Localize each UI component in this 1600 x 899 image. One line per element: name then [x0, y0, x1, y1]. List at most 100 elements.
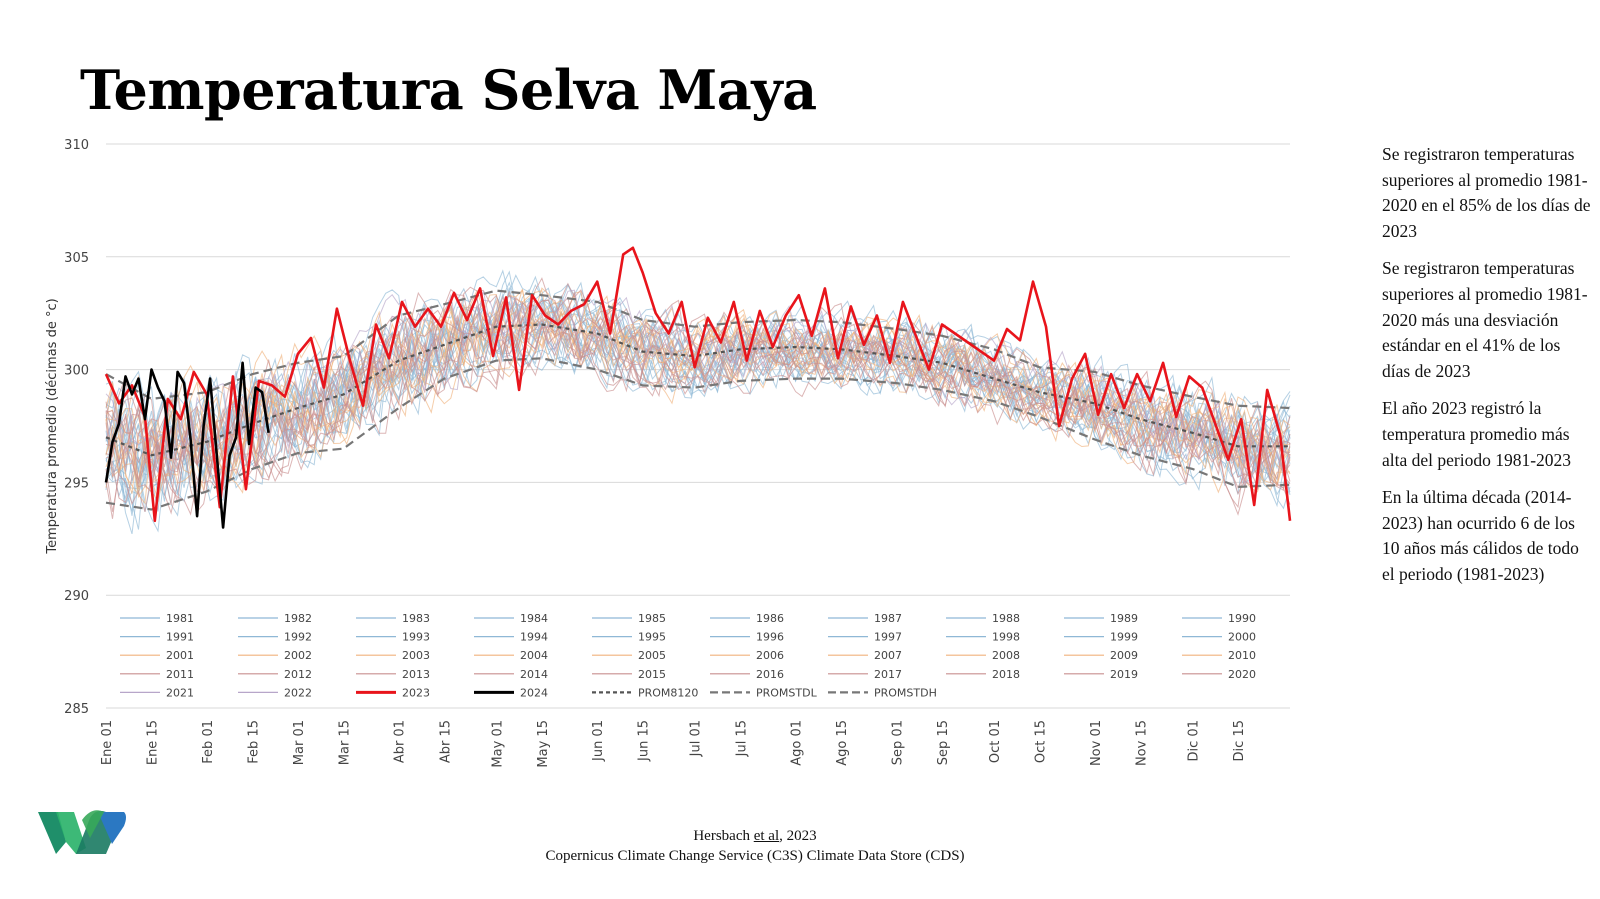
legend-label: 1986: [756, 612, 784, 625]
y-tick-labels: 285 290 295 300 305 310: [64, 138, 89, 717]
source-author: Hersbach: [693, 828, 750, 844]
legend-label: 2020: [1228, 668, 1256, 681]
x-tick-label: Dic 15: [1232, 720, 1247, 761]
legend-label: 1981: [166, 612, 194, 625]
source-line-2: Copernicus Climate Change Service (C3S) …: [545, 848, 965, 864]
legend-label: 1992: [284, 631, 312, 644]
x-tick-label: Ago 01: [790, 720, 805, 766]
legend-label: 2004: [520, 649, 548, 662]
legend-label: 2021: [166, 686, 194, 699]
x-tick-label: Ene 15: [146, 720, 161, 765]
x-tick-label: Ene 01: [100, 720, 115, 765]
year-line-2016: [105, 296, 1291, 495]
source-etal: et al: [753, 828, 780, 844]
x-tick-labels: Ene 01 Ene 15 Feb 01 Feb 15 Mar 01 Mar 15 Abr …: [100, 720, 1247, 768]
temperature-chart: 285 290 295 300 305 310 Ene 01 Ene 15 Feb 01 Feb…: [45, 138, 1292, 768]
x-tick-label: Dic 01: [1186, 720, 1201, 761]
year-line-2003: [105, 316, 1291, 501]
series-line-promstdh: [105, 289, 1291, 410]
legend-label: 1994: [520, 631, 548, 644]
legend-label: 2013: [402, 668, 430, 681]
year-line-2020: [105, 314, 1291, 516]
legend-label: 2005: [638, 649, 666, 662]
y-tick-label: 295: [64, 476, 89, 491]
x-tick-label: Nov 01: [1089, 720, 1104, 766]
y-tick-label: 300: [64, 364, 89, 379]
legend-label: 1990: [1228, 612, 1256, 625]
notes-panel: Se registraron temperaturas superiores a…: [1382, 142, 1592, 600]
series-line-2024: [104, 361, 270, 529]
y-tick-label: 285: [64, 702, 89, 717]
legend-label: 2003: [402, 649, 430, 662]
note-3: El año 2023 registró la temperatura prom…: [1382, 398, 1572, 470]
year-line-1998: [105, 287, 1291, 484]
y-tick-label: 310: [64, 138, 89, 153]
legend-label: 1987: [874, 612, 902, 625]
legend-label: 2019: [1110, 668, 1138, 681]
page-title: Temperatura Selva Maya: [80, 58, 817, 122]
y-tick-label: 290: [64, 589, 89, 604]
x-tick-label: Feb 01: [201, 720, 216, 764]
legend-label: 1993: [402, 631, 430, 644]
x-tick-label: Oct 01: [988, 720, 1003, 763]
legend-label: 1995: [638, 631, 666, 644]
note-1: Se registraron temperaturas superiores a…: [1382, 144, 1591, 241]
y-axis-label: Temperatura promedio (décimas de °c): [45, 298, 60, 554]
series-line-promstdl: [105, 357, 1291, 511]
legend-label: 2014: [520, 668, 548, 681]
year-line-2019: [105, 312, 1291, 519]
x-tick-label: Sep 15: [936, 720, 951, 765]
x-tick-label: Feb 15: [246, 720, 261, 764]
legend-label: 2017: [874, 668, 902, 681]
year-line-1996: [105, 281, 1291, 488]
chart-legend: 1981 1982 1983 1984 1985 1986 1987 1988 1989 1990…: [120, 612, 1256, 699]
legend-label: 2010: [1228, 649, 1256, 662]
source-year: , 2023: [779, 828, 817, 844]
x-tick-label: Abr 15: [438, 720, 453, 763]
legend-label: 2016: [756, 668, 784, 681]
chart-series: [104, 246, 1292, 529]
x-tick-label: Mar 15: [337, 720, 352, 765]
legend-label: 1988: [992, 612, 1020, 625]
note-4: En la última década (2014-2023) han ocur…: [1382, 487, 1579, 584]
x-tick-label: Jun 01: [591, 720, 606, 762]
legend-label: 1997: [874, 631, 902, 644]
x-tick-label: Abr 01: [393, 720, 408, 763]
legend-label: 1989: [1110, 612, 1138, 625]
x-tick-label: Nov 15: [1134, 720, 1149, 766]
legend-label: 2006: [756, 649, 784, 662]
legend-label: 2023: [402, 686, 430, 699]
legend-label: 1998: [992, 631, 1020, 644]
legend-label: 2001: [166, 649, 194, 662]
x-tick-label: Jul 01: [689, 720, 704, 757]
x-tick-label: Ago 15: [835, 720, 850, 766]
series-line-prom8120: [105, 323, 1290, 457]
legend-label: 2018: [992, 668, 1020, 681]
legend-label: 2000: [1228, 631, 1256, 644]
series-line-2023: [104, 246, 1292, 523]
historical-year-lines: [105, 269, 1291, 535]
y-tick-label: 305: [64, 251, 89, 266]
x-tick-label: Mar 01: [292, 720, 307, 765]
x-tick-label: May 15: [536, 720, 551, 768]
x-tick-label: Jul 15: [734, 720, 749, 757]
x-tick-label: May 01: [490, 720, 505, 768]
legend-label: PROMSTDL: [756, 686, 818, 699]
legend-label: 2012: [284, 668, 312, 681]
legend-label: 2002: [284, 649, 312, 662]
legend-label: 2011: [166, 668, 194, 681]
x-tick-label: Jun 15: [637, 720, 652, 762]
legend-label: PROM8120: [638, 686, 698, 699]
legend-label: 1984: [520, 612, 548, 625]
source-citation: Hersbach et al, 2023 Copernicus Climate …: [0, 826, 1510, 866]
year-line-2015: [105, 295, 1291, 484]
legend-label: 1999: [1110, 631, 1138, 644]
selva-maya-logo-icon: [38, 810, 126, 854]
note-2: Se registraron temperaturas superiores a…: [1382, 258, 1588, 381]
legend-label: 1985: [638, 612, 666, 625]
legend-label: 1996: [756, 631, 784, 644]
legend-label: 2009: [1110, 649, 1138, 662]
legend-label: 2008: [992, 649, 1020, 662]
x-tick-label: Sep 01: [890, 720, 905, 765]
legend-label: 1991: [166, 631, 194, 644]
